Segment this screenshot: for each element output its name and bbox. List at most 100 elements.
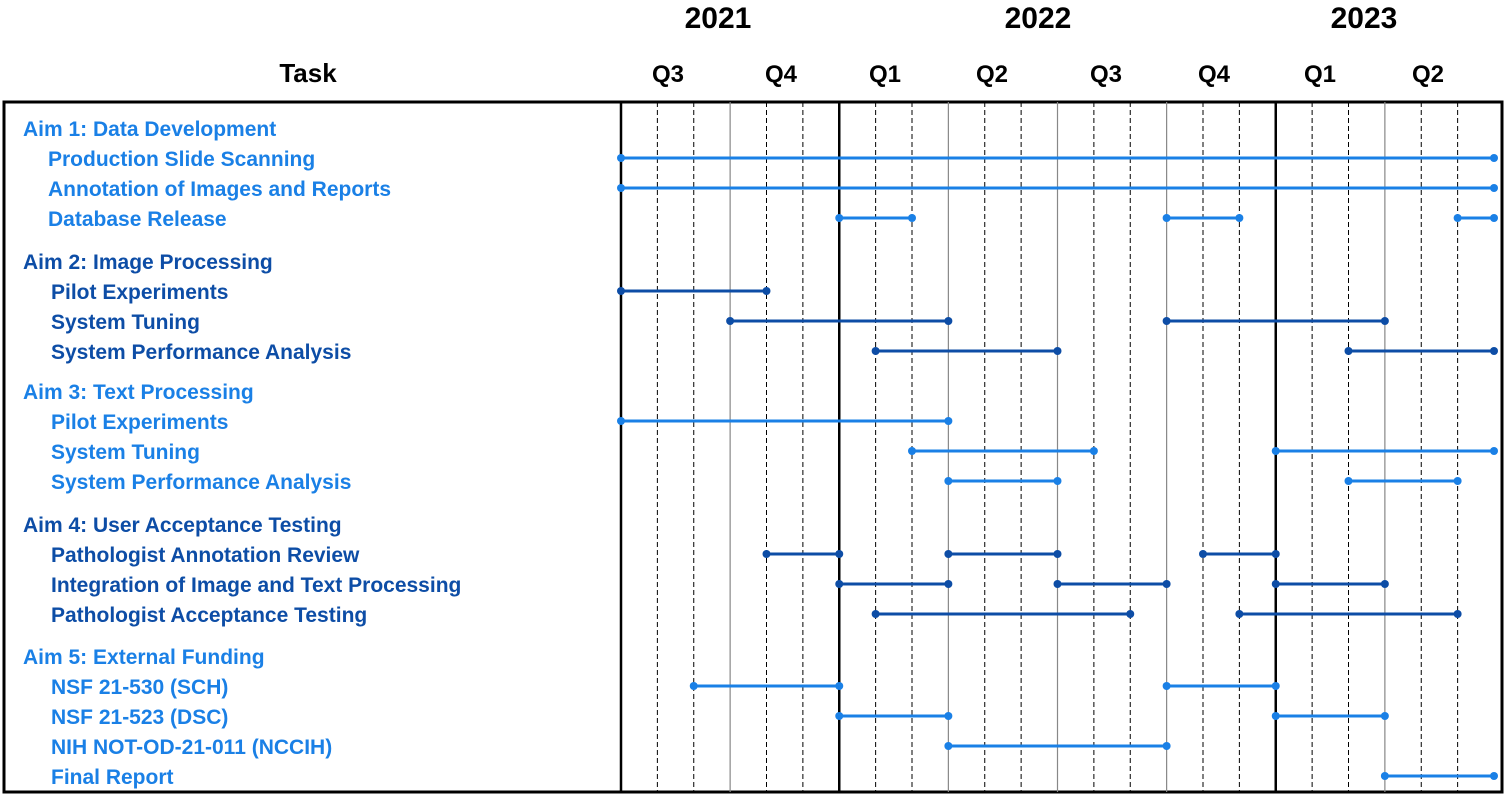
task-bar-start-marker: [1162, 214, 1171, 222]
task-bar-start-marker: [1162, 682, 1171, 690]
task-bar-end-marker: [1490, 214, 1498, 222]
task-bar-end-marker: [1162, 580, 1171, 588]
task-bar: [762, 550, 844, 558]
task-bar-start-marker: [1380, 772, 1389, 780]
task-bar-start-marker: [835, 712, 844, 720]
task-bar-start-marker: [1271, 712, 1280, 720]
task-bar-start-marker: [762, 550, 771, 558]
task-bar-end-marker: [944, 317, 953, 325]
task-bar-end-marker: [1089, 447, 1098, 455]
task-bar-start-marker: [1271, 580, 1280, 588]
task-label: System Performance Analysis: [51, 341, 351, 364]
task-bar-end-marker: [1271, 550, 1280, 558]
task-bar-start-marker: [1344, 477, 1353, 485]
chart-frame: [2, 100, 1504, 794]
task-bar-end-marker: [1235, 214, 1244, 222]
task-bar-end-marker: [1490, 154, 1498, 162]
task-label: Pilot Experiments: [51, 411, 228, 434]
task-bar-end-marker: [1162, 742, 1171, 750]
task-bar-end-marker: [1271, 682, 1280, 690]
task-bar-start-marker: [689, 682, 698, 690]
aim-heading: Aim 2: Image Processing: [23, 251, 273, 274]
task-bar-start-marker: [1453, 214, 1462, 222]
task-bar-start-marker: [617, 287, 625, 295]
year-label-2023: 2023: [1331, 2, 1398, 35]
task-bar-end-marker: [944, 712, 953, 720]
task-labels: Aim 1: Data Development Production Slide …: [23, 118, 461, 789]
task-label: System Tuning: [51, 441, 200, 464]
task-bar: [871, 610, 1135, 618]
task-bar: [1271, 580, 1389, 588]
task-label: System Tuning: [51, 311, 200, 334]
task-bar: [617, 184, 1498, 192]
task-bar-end-marker: [1053, 347, 1062, 355]
task-bar: [689, 682, 844, 690]
task-bar-end-marker: [1453, 610, 1462, 618]
task-label: Pathologist Annotation Review: [51, 544, 360, 567]
task-bar: [944, 742, 1171, 750]
task-bar-start-marker: [1162, 317, 1171, 325]
task-bar-end-marker: [1126, 610, 1135, 618]
task-bar: [908, 447, 1098, 455]
task-bar-start-marker: [1344, 347, 1353, 355]
quarter-label: Q1: [869, 61, 901, 88]
quarter-label: Q4: [765, 61, 798, 88]
task-bar-start-marker: [871, 610, 880, 618]
task-bar-end-marker: [1053, 477, 1062, 485]
task-bar: [1453, 214, 1498, 222]
task-bar-start-marker: [944, 550, 953, 558]
task-bar: [1380, 772, 1498, 780]
quarter-label: Q4: [1198, 61, 1231, 88]
task-bar: [1344, 347, 1498, 355]
task-column-header: Task: [279, 58, 337, 88]
task-bar-start-marker: [835, 580, 844, 588]
task-bar: [835, 580, 953, 588]
task-bar: [1162, 682, 1280, 690]
quarter-label: Q2: [1412, 61, 1444, 88]
task-bar-start-marker: [944, 477, 953, 485]
task-bar-end-marker: [835, 682, 844, 690]
task-bar-end-marker: [835, 550, 844, 558]
task-bar-end-marker: [1053, 550, 1062, 558]
task-bar-end-marker: [944, 417, 953, 425]
task-bar: [726, 317, 953, 325]
task-bar: [1271, 447, 1498, 455]
task-bar: [1235, 610, 1462, 618]
task-bar-start-marker: [617, 154, 625, 162]
task-bar-start-marker: [871, 347, 880, 355]
task-bar: [1162, 214, 1244, 222]
task-label: NSF 21-523 (DSC): [51, 706, 228, 729]
task-bar-start-marker: [1271, 447, 1280, 455]
task-bar-start-marker: [944, 742, 953, 750]
task-label: Pathologist Acceptance Testing: [51, 604, 367, 627]
task-bar-end-marker: [1490, 772, 1498, 780]
task-label: Production Slide Scanning: [48, 148, 315, 171]
aim-heading: Aim 1: Data Development: [23, 118, 276, 141]
task-bar-start-marker: [726, 317, 735, 325]
task-bar-start-marker: [835, 214, 844, 222]
quarter-label: Q2: [976, 61, 1008, 88]
year-label-2022: 2022: [1005, 2, 1072, 35]
task-bar-start-marker: [908, 447, 916, 455]
task-bar: [1053, 580, 1171, 588]
task-bar: [1271, 712, 1389, 720]
aim-heading: Aim 3: Text Processing: [23, 381, 254, 404]
aim-heading: Aim 5: External Funding: [23, 646, 265, 669]
task-bar-end-marker: [1380, 317, 1389, 325]
task-label: Pilot Experiments: [51, 281, 228, 304]
task-bar: [835, 214, 916, 222]
quarter-label: Q3: [652, 61, 684, 88]
quarter-label: Q1: [1304, 61, 1336, 88]
task-bar-start-marker: [1199, 550, 1207, 558]
task-bar-end-marker: [908, 214, 916, 222]
task-bar-start-marker: [1053, 580, 1062, 588]
task-bar-end-marker: [1490, 184, 1498, 192]
task-label: Annotation of Images and Reports: [48, 178, 391, 201]
task-bar-end-marker: [762, 287, 771, 295]
task-bar: [835, 712, 953, 720]
task-bar-start-marker: [617, 417, 625, 425]
task-bar: [944, 550, 1062, 558]
task-bar-end-marker: [944, 580, 953, 588]
task-bar: [617, 417, 953, 425]
